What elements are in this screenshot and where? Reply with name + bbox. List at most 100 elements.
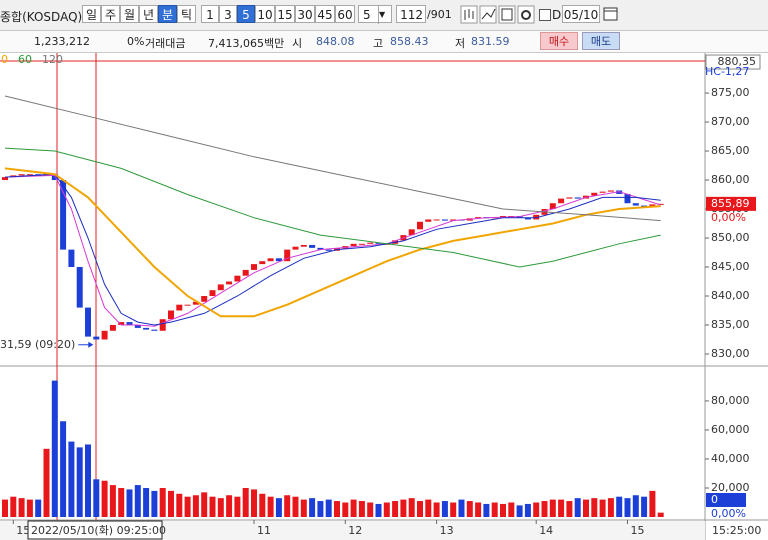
candle-body — [325, 249, 332, 251]
interval-button[interactable]: 3 — [219, 5, 237, 23]
amount: 7,413,065백만 — [208, 37, 285, 50]
candle-body — [275, 258, 282, 262]
interval-button[interactable]: 60 — [335, 5, 355, 23]
volume-bar — [342, 502, 349, 517]
volume-bar — [76, 447, 83, 517]
calendar-button[interactable] — [603, 6, 619, 22]
moving-average-line — [4, 174, 661, 327]
total: /901 — [427, 8, 452, 21]
period-button[interactable]: 년 — [139, 5, 158, 23]
y-tick-label: 835,00 — [711, 318, 750, 331]
interval-button[interactable]: 30 — [295, 5, 315, 23]
candle-body — [500, 215, 506, 218]
volume-bar — [491, 502, 498, 517]
high: 858.43 — [390, 35, 429, 48]
volume-bar — [68, 441, 75, 517]
volume-bar — [2, 499, 8, 517]
volume-bar — [583, 499, 589, 517]
volume-bar — [425, 499, 432, 517]
change-label: 0,00% — [711, 211, 746, 224]
candle-body — [242, 269, 249, 276]
candle-body — [524, 217, 531, 220]
candle-body — [300, 244, 307, 247]
volume-marker-box — [706, 493, 746, 507]
candle-body — [201, 295, 208, 302]
y-tick-label: 870,00 — [711, 115, 750, 128]
volume-bar — [408, 498, 415, 517]
candle-body — [624, 193, 631, 204]
volume-bar — [226, 495, 233, 517]
volume-bar — [267, 496, 274, 517]
high-label: 고 — [373, 37, 384, 50]
period-button[interactable]: 주 — [101, 5, 120, 23]
volume-bar — [541, 501, 548, 517]
candle-body — [2, 177, 8, 181]
volume-bar — [35, 499, 42, 517]
period-button[interactable]: 월 — [120, 5, 139, 23]
checkbox[interactable] — [539, 9, 551, 21]
volume-bar — [60, 421, 67, 517]
candle-body — [101, 330, 108, 340]
candle-body — [126, 322, 133, 325]
count-dropdown[interactable]: 5 ▼ — [358, 5, 392, 24]
volume-bar — [591, 498, 598, 517]
date-box[interactable]: 05/10 — [562, 5, 600, 23]
candle-body — [251, 264, 257, 270]
period-button[interactable]: 일 — [82, 5, 101, 23]
candle-body — [383, 243, 390, 245]
volume-bar — [367, 502, 374, 517]
candle-body — [657, 203, 664, 205]
y-tick-label: 850,00 — [711, 231, 750, 244]
volume-bar — [51, 380, 58, 517]
legend-entry: 0 — [1, 53, 8, 66]
candle-body — [226, 281, 233, 285]
icon-candle-glyph — [464, 9, 474, 20]
volume-bar — [201, 492, 208, 517]
candle-body — [566, 197, 573, 199]
candle-body — [168, 310, 174, 320]
period-button[interactable]: 분 — [158, 5, 177, 23]
time-axis-band — [0, 521, 705, 540]
plot-area: 0 60 120 831,59 (09:20) — [0, 53, 705, 520]
icon-save[interactable] — [498, 5, 516, 24]
volume-bar — [624, 498, 631, 517]
candle-body — [118, 322, 125, 325]
market-name[interactable]: 종합(KOSDAQ) — [0, 10, 83, 24]
candle-body — [375, 242, 382, 244]
y-tick-label: 840,00 — [711, 289, 750, 302]
period-button[interactable]: 틱 — [177, 5, 196, 23]
volume-bar — [641, 496, 648, 517]
interval-button[interactable]: 45 — [315, 5, 335, 23]
change: 0% — [127, 35, 145, 48]
buy-button[interactable]: 매수 — [540, 32, 578, 50]
icon-settings[interactable] — [517, 5, 535, 24]
low: 831.59 — [471, 35, 510, 48]
candle-body — [309, 244, 316, 248]
volume-marker-label: 0 — [711, 493, 718, 506]
interval-button[interactable]: 1 — [201, 5, 219, 23]
interval-button[interactable]: 15 — [275, 5, 295, 23]
y-tick-label: 875,00 — [711, 86, 750, 99]
volume-bar — [350, 499, 357, 517]
candle-body — [475, 217, 482, 219]
position-box[interactable]: 112 — [396, 5, 426, 23]
volume-bar — [558, 499, 565, 517]
candle-body — [350, 243, 357, 247]
volume-bar — [574, 498, 581, 517]
count: 5 — [363, 8, 371, 22]
moving-average-line — [4, 147, 661, 268]
interval-button[interactable]: 5 — [237, 5, 255, 23]
candle-body — [607, 190, 614, 192]
interval-button[interactable]: 10 — [255, 5, 275, 23]
candle-body — [209, 290, 216, 296]
volume-bar — [234, 496, 241, 517]
sell-button[interactable]: 매도 — [582, 32, 620, 50]
candle-body — [134, 324, 141, 328]
volume-bar — [284, 495, 291, 517]
candle-body — [591, 192, 598, 196]
candle-body — [649, 204, 656, 207]
volume-change-label: 0,00% — [711, 507, 746, 520]
moving-average-line — [4, 95, 661, 222]
crosshair-label: 2022/05/10(화) 09:25:00 — [31, 524, 166, 537]
annotation-arrowhead — [88, 341, 94, 348]
